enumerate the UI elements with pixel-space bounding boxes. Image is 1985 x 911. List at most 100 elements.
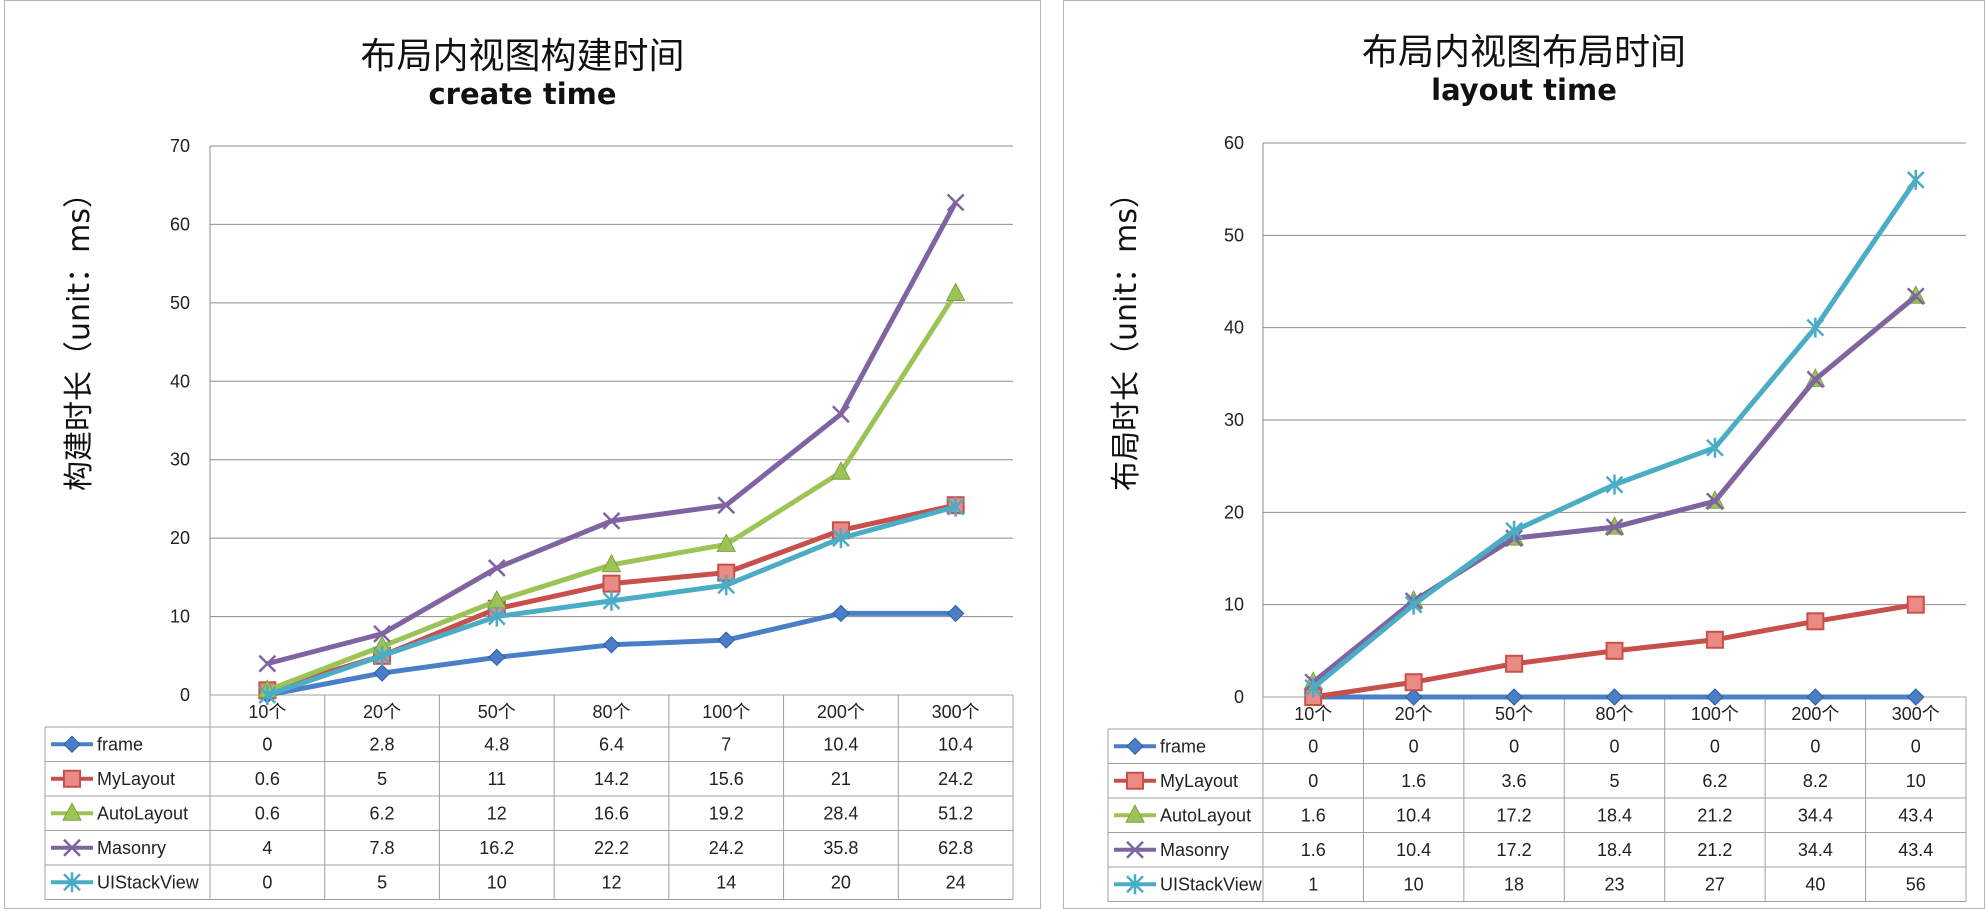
table-cell-value: 18.4 xyxy=(1597,805,1632,825)
legend-label: Masonry xyxy=(1160,840,1229,860)
data-point-MyLayout xyxy=(1605,641,1624,660)
data-point-UIStackView xyxy=(602,590,621,611)
table-cell-value: 1.6 xyxy=(1301,805,1326,825)
table-cell-value: 20 xyxy=(831,872,851,892)
legend-marker-Masonry xyxy=(63,838,81,857)
y-tick-label: 40 xyxy=(170,371,190,391)
legend-marker-frame xyxy=(1126,737,1144,755)
legend-marker-UIStackView xyxy=(63,872,81,893)
data-point-frame xyxy=(832,604,850,623)
data-point-MyLayout xyxy=(1906,595,1925,614)
y-tick-label: 30 xyxy=(170,450,190,470)
legend-label: frame xyxy=(1160,736,1206,756)
data-point-Masonry xyxy=(487,559,506,577)
y-tick-label: 0 xyxy=(180,685,190,705)
legend-marker-Masonry xyxy=(1126,840,1144,859)
data-point-MyLayout xyxy=(1404,673,1423,692)
table-cell-value: 22.2 xyxy=(594,838,629,858)
data-point-UIStackView xyxy=(1304,677,1323,698)
x-tick-label: 10个 xyxy=(1294,704,1332,724)
series-line-frame xyxy=(266,610,956,698)
table-cell-value: 21.2 xyxy=(1697,840,1732,860)
table-cell-value: 21 xyxy=(831,769,851,789)
y-tick-label: 20 xyxy=(170,528,190,548)
table-cell-value: 0 xyxy=(1911,736,1921,756)
data-point-Masonry xyxy=(717,496,736,515)
table-cell-value: 0 xyxy=(1710,736,1720,756)
data-point-Masonry xyxy=(1906,287,1925,306)
x-tick-label: 10个 xyxy=(248,702,286,722)
y-tick-label: 10 xyxy=(170,607,190,627)
table-cell-value: 43.4 xyxy=(1898,805,1933,825)
table-cell-value: 10.4 xyxy=(938,734,973,754)
x-tick-label: 300个 xyxy=(932,702,980,722)
x-tick-label: 50个 xyxy=(478,702,516,722)
table-cell-value: 14.2 xyxy=(594,769,629,789)
table-cell-value: 43.4 xyxy=(1898,840,1933,860)
data-point-Masonry xyxy=(602,512,621,530)
y-tick-label: 50 xyxy=(1224,225,1244,245)
data-point-Masonry xyxy=(373,624,391,643)
y-tick-label: 50 xyxy=(170,293,190,313)
legend-label: Masonry xyxy=(97,838,166,858)
table-cell-value: 17.2 xyxy=(1497,805,1532,825)
table-cell-value: 0.6 xyxy=(255,803,280,823)
data-point-UIStackView xyxy=(373,645,391,666)
legend-marker-UIStackView xyxy=(1126,874,1144,895)
table-cell-value: 34.4 xyxy=(1798,805,1833,825)
table-cell-value: 0 xyxy=(262,734,272,754)
data-point-Masonry xyxy=(1706,492,1724,511)
data-point-UIStackView xyxy=(946,496,965,517)
table-cell-value: 10.4 xyxy=(1396,805,1431,825)
table-cell-value: 35.8 xyxy=(823,838,858,858)
table-cell-value: 10 xyxy=(1404,874,1424,894)
table-cell-value: 62.8 xyxy=(938,838,973,858)
table-cell-value: 1.6 xyxy=(1301,840,1326,860)
table-cell-value: 2.8 xyxy=(370,734,395,754)
table-cell-value: 24.2 xyxy=(938,769,973,789)
data-point-MyLayout xyxy=(1505,654,1524,673)
table-cell-value: 18.4 xyxy=(1597,840,1632,860)
x-tick-label: 50个 xyxy=(1495,704,1533,724)
legend-marker-AutoLayout xyxy=(1125,804,1145,823)
data-point-frame xyxy=(946,604,965,623)
table-cell-value: 0 xyxy=(1609,736,1619,756)
chart-title: 布局内视图构建时间 xyxy=(360,36,685,77)
data-point-frame xyxy=(1605,688,1624,706)
legend-marker-frame xyxy=(63,735,81,753)
table-cell-value: 23 xyxy=(1604,874,1624,894)
table-cell-value: 10 xyxy=(1906,771,1926,791)
data-point-frame xyxy=(1907,688,1925,706)
series-line-UIStackView xyxy=(1311,178,1918,690)
data-point-MyLayout xyxy=(1806,612,1825,631)
table-cell-value: 10.4 xyxy=(1396,840,1431,860)
table-cell-value: 18 xyxy=(1504,874,1524,894)
chart-subtitle: layout time xyxy=(1431,73,1617,107)
table-cell-value: 28.4 xyxy=(823,803,858,823)
data-point-Masonry xyxy=(1605,518,1624,536)
data-point-AutoLayout xyxy=(601,553,622,573)
table-cell-value: 24 xyxy=(946,872,966,892)
data-point-Masonry xyxy=(946,193,965,212)
legend-label: MyLayout xyxy=(1160,771,1238,791)
table-cell-value: 40 xyxy=(1805,874,1825,894)
x-tick-label: 80个 xyxy=(592,702,630,722)
data-point-MyLayout xyxy=(1705,630,1724,649)
chart-subtitle: create time xyxy=(428,77,617,111)
table-cell-value: 0 xyxy=(1409,736,1419,756)
table-cell-value: 8.2 xyxy=(1803,771,1828,791)
table-cell-value: 10.4 xyxy=(823,734,858,754)
legend-label: AutoLayout xyxy=(1160,805,1251,825)
data-point-AutoLayout xyxy=(831,461,851,480)
legend-marker-AutoLayout xyxy=(62,802,82,821)
table-cell-value: 3.6 xyxy=(1502,771,1527,791)
table-cell-value: 12 xyxy=(487,803,507,823)
data-point-Masonry xyxy=(258,654,277,673)
table-cell-value: 17.2 xyxy=(1497,840,1532,860)
table-cell-value: 0 xyxy=(1810,736,1820,756)
data-point-UIStackView xyxy=(1404,594,1423,615)
table-cell-value: 15.6 xyxy=(709,769,744,789)
